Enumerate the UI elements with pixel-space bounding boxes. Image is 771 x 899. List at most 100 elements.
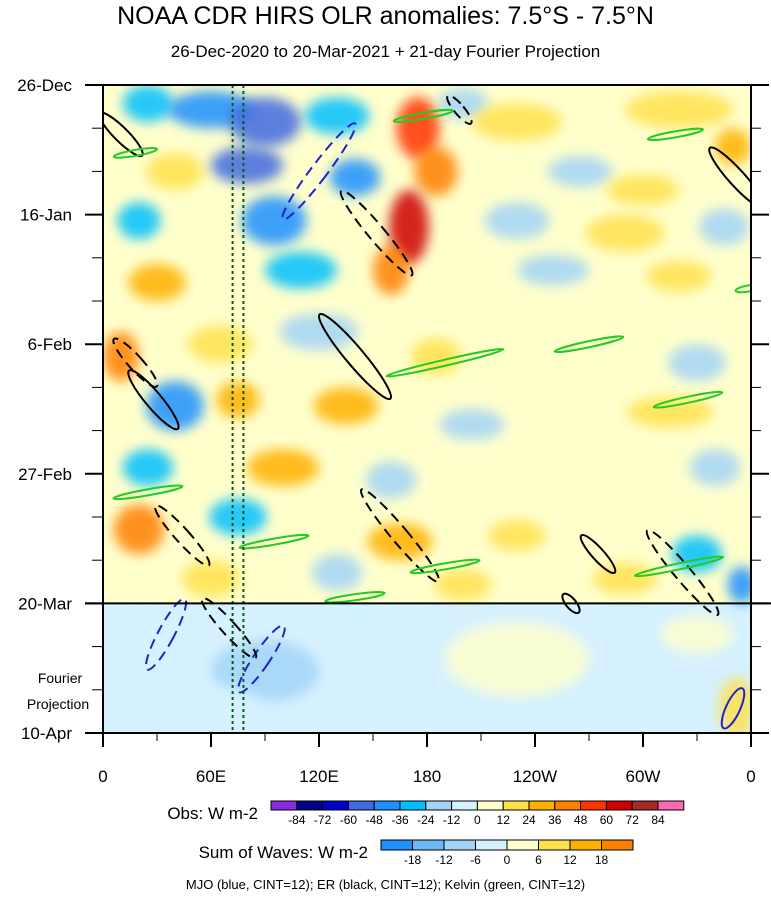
obs-legend-swatch-13 [605,800,633,811]
anomaly-blob-35 [439,409,505,440]
kelvin-contour-27 [646,127,704,142]
x-tick-label-0: 0 [98,767,107,786]
chart-title: NOAA CDR HIRS OLR anomalies: 7.5°S - 7.5… [117,2,654,30]
y-axis: 26-Dec 16-Jan 6-Feb 27-Feb 20-Mar 10-Apr [17,76,769,743]
obs-legend-level-3: -48 [366,813,384,827]
y-tick-label-0: 26-Dec [17,76,72,95]
anomaly-blob-44 [367,523,433,561]
waves-legend-level-2: -6 [470,853,481,867]
kelvin-contour-26 [392,108,454,123]
anomaly-blob-48 [311,554,363,592]
er-contour-8 [708,146,751,209]
projection-label-line1: Fourier [38,670,83,686]
er-contour-5 [317,313,393,401]
kelvin-contour-24 [633,555,725,578]
obs-legend-level-1: -72 [314,813,332,827]
obs-legend-swatch-5 [399,800,427,811]
anomaly-blob-57 [718,677,751,733]
waves-legend-level-3: 0 [504,853,511,867]
y-tick-label-3: 27-Feb [18,465,72,484]
anomaly-blob-8 [715,128,751,166]
kelvin-contour-22 [238,533,310,550]
anomaly-blob-42 [113,504,165,555]
obs-legend-swatch-3 [347,800,375,811]
waves-legend-level-1: -12 [435,853,453,867]
anomaly-blob-16 [241,196,307,246]
anomaly-blob-39 [365,461,417,499]
anomaly-blob-23 [373,245,409,295]
anomaly-blob-49 [434,569,492,601]
obs-legend-swatch-14 [631,800,659,811]
anomaly-blob-15 [117,202,161,240]
anomaly-blob-29 [410,338,462,376]
anomaly-blob-38 [247,449,319,487]
obs-legend-level-7: 0 [474,813,481,827]
anomaly-blob-12 [414,146,458,197]
kelvin-contour-23 [409,558,481,575]
er-contour-10 [339,189,414,277]
anomaly-blob-25 [646,260,712,292]
waves-colorbar: -18 -12 -6 0 6 12 18 [380,839,634,867]
obs-legend-swatch-10 [528,800,556,811]
x-tick-label-2: 120E [299,767,339,786]
obs-legend-level-8: 12 [497,813,511,827]
anomaly-blob-55 [445,621,589,696]
er-contour-11 [359,488,441,583]
waves-legend-swatch-2 [443,839,476,851]
anomaly-blob-9 [146,152,204,190]
anomaly-blob-27 [187,325,253,363]
anomaly-blob-20 [698,208,750,246]
waves-legend-level-4: 6 [535,853,542,867]
anomaly-blob-53 [211,640,319,703]
kelvin-contour-28 [734,284,751,294]
er-contour-7 [579,534,617,575]
anomaly-blob-33 [216,381,260,419]
contour-key-footer: MJO (blue, CINT=12); ER (black, CINT=12)… [185,877,586,892]
obs-legend-swatch-0 [270,800,298,811]
kelvin-contour-25 [324,591,386,604]
y-tick-label-4: 20-Mar [18,594,72,613]
obs-legend-swatch-1 [296,800,324,811]
anomaly-blob-6 [472,103,562,141]
obs-legend-swatch-7 [451,800,478,811]
waves-legend-swatch-0 [380,839,413,851]
mjo-contour-3 [720,687,746,730]
anomaly-blob-17 [389,189,429,264]
anomaly-blob-11 [329,159,381,197]
obs-legend-swatch-15 [657,800,685,811]
anomaly-blob-36 [626,396,714,428]
anomaly-blob-54 [337,615,409,666]
kelvin-contour-21 [112,484,184,501]
x-tick-label-3: 180 [413,767,441,786]
anomaly-blob-10 [211,146,283,184]
obs-legend-swatch-9 [502,800,530,811]
anomaly-blob-56 [661,615,733,653]
anomaly-blob-13 [547,155,613,187]
obs-legend-level-9: 24 [522,813,536,827]
waves-legend-swatch-6 [569,839,602,851]
obs-legend-swatch-8 [476,800,504,811]
anomaly-blob-21 [128,263,186,301]
waves-legend-swatch-1 [412,839,445,851]
waves-legend-label: Sum of Waves: W m-2 [199,843,368,862]
mjo-contour-1 [237,624,286,694]
x-tick-label-4: 120W [513,767,557,786]
waves-legend-level-5: 12 [563,853,577,867]
anomaly-blob-22 [265,251,337,289]
anomaly-blob-52 [103,615,211,690]
waves-legend-swatch-5 [538,839,571,851]
anomaly-blob-18 [484,202,550,240]
anomaly-blob-24 [517,254,589,286]
obs-legend-level-14: 84 [651,813,665,827]
x-tick-label-1: 60E [196,767,226,786]
obs-legend-level-2: -60 [340,813,358,827]
obs-legend-level-4: -36 [391,813,409,827]
anomaly-blob-0 [122,85,174,123]
waves-legend-level-0: -18 [404,853,422,867]
chart-subtitle: 26-Dec-2020 to 20-Mar-2021 + 21-day Four… [170,42,601,61]
anomaly-blob-19 [585,214,665,252]
obs-legend-swatch-4 [373,800,401,811]
anomaly-blob-14 [607,174,679,206]
anomaly-blob-31 [668,344,726,382]
anomaly-blob-30 [553,341,625,372]
